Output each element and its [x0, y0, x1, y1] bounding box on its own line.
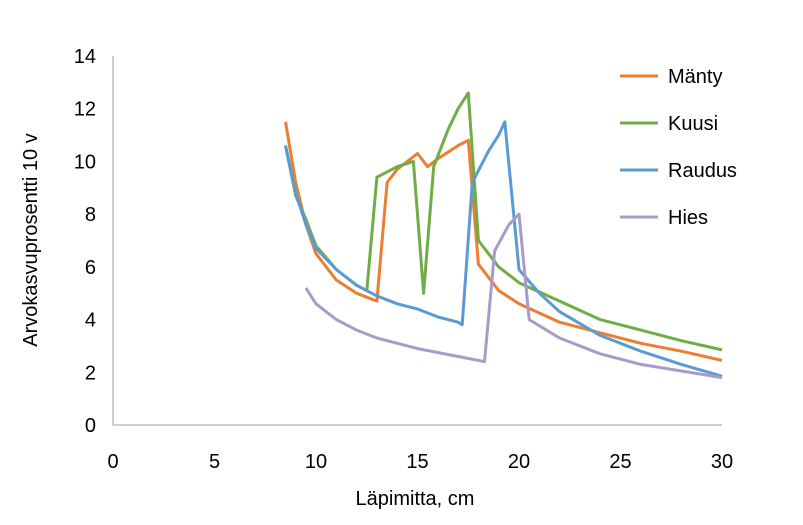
- legend-label: Raudus: [668, 160, 737, 182]
- x-tick-label: 20: [508, 451, 530, 473]
- y-tick-label: 12: [74, 99, 96, 121]
- series-line-2: [284, 91, 723, 352]
- legend: Mänty Kuusi Raudus Hies: [620, 66, 737, 229]
- x-tick-label: 5: [209, 451, 220, 473]
- legend-label: Kuusi: [668, 113, 718, 135]
- series-lines: [284, 91, 723, 380]
- x-tick-label: 15: [406, 451, 428, 473]
- x-tick-label: 10: [305, 451, 327, 473]
- y-tick-label: 14: [74, 46, 96, 68]
- legend-label: Hies: [668, 207, 708, 229]
- x-axis-title: Läpimitta, cm: [356, 488, 475, 510]
- axes: [112, 56, 722, 426]
- y-axis-title: Arvokasvuprosentti 10 v: [20, 133, 42, 346]
- y-tick-label: 2: [85, 362, 96, 384]
- y-tick-label: 8: [85, 204, 96, 226]
- y-tick-label: 6: [85, 257, 96, 279]
- series-line-3: [284, 120, 723, 378]
- x-tick-label: 30: [711, 451, 733, 473]
- legend-label: Mänty: [668, 66, 722, 88]
- y-tick-label: 10: [74, 151, 96, 173]
- x-tick-label: 0: [107, 451, 118, 473]
- x-tick-labels: 0 5 10 15 20 25 30: [107, 451, 733, 473]
- x-tick-label: 25: [609, 451, 631, 473]
- y-tick-label: 0: [85, 415, 96, 437]
- y-tick-labels: 0 2 4 6 8 10 12 14: [74, 46, 96, 437]
- series-line-4: [304, 212, 723, 380]
- series-line-1: [284, 121, 723, 362]
- y-tick-label: 4: [85, 310, 96, 332]
